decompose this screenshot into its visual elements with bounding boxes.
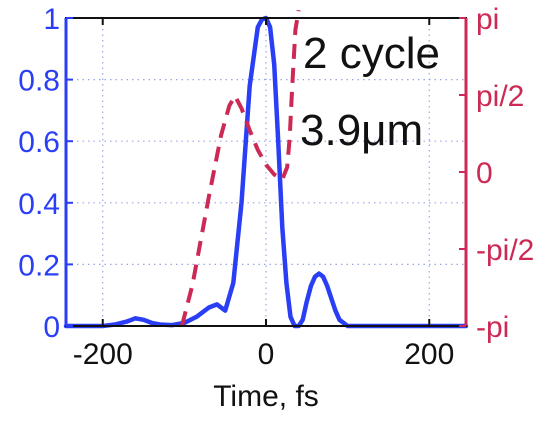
left-y-tick-label: 0 — [43, 311, 60, 344]
x-tick-label: 200 — [404, 338, 454, 371]
tick-layer: -200 0 200 0 0.2 0.4 0.6 0.8 1 -pi -pi/2 0 pi/2 pi — [18, 3, 534, 371]
left-y-tick-label: 0.8 — [18, 65, 60, 98]
phase-series-line — [179, 9, 301, 327]
right-y-tick-label: pi — [476, 3, 499, 36]
x-axis-title: Time, fs — [213, 380, 319, 413]
left-y-tick-label: 0.4 — [18, 188, 60, 221]
x-tick-label: -200 — [73, 338, 133, 371]
annotation-layer: 2 cycle 3.9μm — [300, 29, 440, 155]
right-y-tick-label: 0 — [476, 157, 493, 190]
annotation-label: 2 cycle — [303, 29, 440, 78]
intensity-series-line — [63, 15, 469, 329]
right-y-tick-label: -pi — [476, 311, 509, 344]
series-layer — [63, 9, 469, 329]
left-y-tick-label: 1 — [43, 3, 60, 36]
grid-layer — [66, 18, 466, 326]
right-y-tick-label: pi/2 — [476, 80, 524, 113]
right-y-tick-label: -pi/2 — [476, 234, 534, 267]
x-tick-label: 0 — [258, 338, 275, 371]
left-y-tick-label: 0.2 — [18, 249, 60, 282]
annotation-label: 3.9μm — [300, 106, 423, 155]
left-y-tick-label: 0.6 — [18, 126, 60, 159]
